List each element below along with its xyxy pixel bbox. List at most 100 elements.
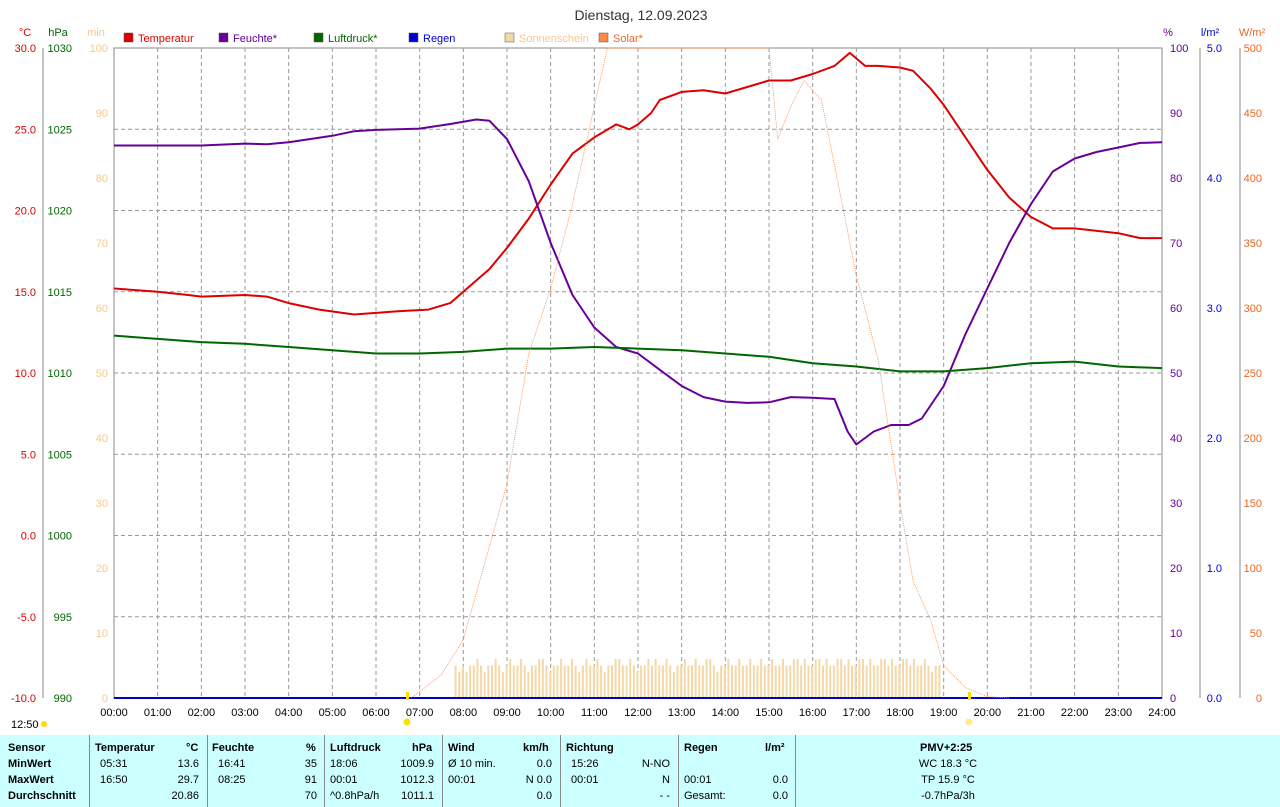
sunshine-bar [647, 659, 650, 698]
summary-extra: WC 18.3 °C [918, 758, 978, 770]
header-humidity-unit: % [306, 742, 316, 754]
sunshine-bar [811, 665, 814, 698]
sunshine-bar [596, 659, 599, 698]
summary-table: Sensor Temperatur °C Feuchte % Luftdruck… [0, 735, 1280, 807]
sunshine-bar [625, 665, 628, 698]
sunshine-bar [578, 672, 581, 698]
summary-label: Durchschnitt [8, 790, 76, 802]
x-tick-label: 00:00 [100, 707, 128, 719]
x-tick-label: 20:00 [974, 707, 1002, 719]
sunshine-bar [778, 665, 781, 698]
sunshine-bar [869, 659, 872, 698]
sunshine-bar [480, 665, 483, 698]
time-marker-label: 12:50 [11, 719, 39, 731]
sunshine-bar [829, 665, 832, 698]
x-tick-label: 04:00 [275, 707, 303, 719]
sunshine-bar [803, 659, 806, 698]
sunshine-bar [767, 665, 770, 698]
header-temperature: Temperatur [95, 742, 155, 754]
sunshine-bar [858, 659, 861, 698]
x-tick-label: 06:00 [362, 707, 390, 719]
sun-tick-label: 100 [90, 43, 108, 55]
summary-temp-time: 16:50 [100, 774, 128, 786]
sunshine-bar [851, 665, 854, 698]
summary-label: MinWert [8, 758, 52, 770]
summary-temp-time: 05:31 [100, 758, 128, 770]
summary-dir-val: N [662, 774, 670, 786]
legend-swatch [123, 32, 134, 43]
sunshine-bar [549, 672, 552, 698]
x-tick-label: 07:00 [406, 707, 434, 719]
solar-tick-label: 400 [1244, 173, 1262, 185]
sunshine-bar [534, 665, 537, 698]
summary-hum-val: 70 [304, 790, 317, 802]
solar-tick-label: 350 [1244, 238, 1262, 250]
sunshine-bar [909, 665, 912, 698]
sunshine-bar [611, 665, 614, 698]
header-humidity: Feuchte [212, 742, 255, 754]
rain-tick-label: 3.0 [1207, 303, 1222, 315]
sunset-marker [965, 718, 973, 726]
header-temperature-unit: °C [186, 742, 199, 754]
sunshine-bar [476, 659, 479, 698]
rain-tick-label: 2.0 [1207, 433, 1222, 445]
x-tick-label: 10:00 [537, 707, 565, 719]
sunshine-bar [832, 665, 835, 698]
series-lines [113, 47, 1163, 699]
summary-dir-time: 15:26 [571, 758, 599, 770]
legend-label: Sonnenschein [519, 33, 589, 45]
sunshine-bar [887, 665, 890, 698]
axis-ticks: 30.025.020.015.010.05.00.0-5.0-10.010301… [11, 43, 1262, 719]
sunshine-bar [498, 665, 501, 698]
summary-label: MaxWert [8, 774, 54, 786]
summary-wind-val: 0.0 [536, 790, 552, 802]
summary-hum-time: 08:25 [218, 774, 246, 786]
press-tick-label: 1030 [48, 43, 72, 55]
sun-tick-label: 80 [96, 173, 108, 185]
sunshine-bar [938, 665, 941, 698]
sunshine-bar [749, 659, 752, 698]
x-tick-label: 22:00 [1061, 707, 1089, 719]
sun-axis-unit: min [87, 27, 105, 39]
rain-tick-label: 0.0 [1207, 693, 1222, 705]
sunshine-bar [552, 665, 555, 698]
press-tick-label: 1015 [48, 287, 72, 299]
sunshine-bar [458, 672, 461, 698]
sunshine-bar [752, 665, 755, 698]
sunshine-bar [781, 659, 784, 698]
chart-title: Dienstag, 12.09.2023 [574, 7, 707, 23]
sunset-tick [968, 692, 971, 700]
sunshine-bars [454, 659, 941, 698]
summary-extra: -0.7hPa/3h [921, 790, 975, 802]
sunshine-bar [570, 659, 573, 698]
temp-tick-label: 5.0 [21, 449, 36, 461]
header-rain-unit: l/m² [765, 742, 785, 754]
sunshine-bar [872, 665, 875, 698]
sun-tick-label: 90 [96, 108, 108, 120]
chart-legend: Temperatur Feuchte* Luftdruck* Regen Sonnens… [123, 32, 644, 45]
sunshine-bar [712, 665, 715, 698]
series-line-luftdruck [113, 334, 1163, 373]
sunshine-bar [530, 665, 533, 698]
sun-tick-label: 60 [96, 303, 108, 315]
sun-tick-label: 30 [96, 498, 108, 510]
x-tick-label: 03:00 [231, 707, 259, 719]
sunshine-bar [741, 665, 744, 698]
press-tick-label: 1005 [48, 449, 72, 461]
temp-axis-unit: °C [19, 27, 31, 39]
header-rain: Regen [684, 742, 718, 754]
legend-label: Luftdruck* [328, 33, 378, 45]
summary-wind-val: 0.0 [536, 758, 552, 770]
sunshine-bar [920, 665, 923, 698]
solar-tick-label: 250 [1244, 368, 1262, 380]
sunshine-bar [687, 665, 690, 698]
column-divider [442, 735, 443, 807]
header-wind-unit: km/h [523, 742, 549, 754]
summary-temp-val: 20.86 [171, 790, 199, 802]
x-tick-label: 14:00 [712, 707, 740, 719]
column-divider [795, 735, 796, 807]
sunshine-bar [585, 659, 588, 698]
hum-tick-label: 70 [1170, 238, 1182, 250]
temp-tick-label: 25.0 [15, 124, 36, 136]
sunshine-bar [680, 665, 683, 698]
